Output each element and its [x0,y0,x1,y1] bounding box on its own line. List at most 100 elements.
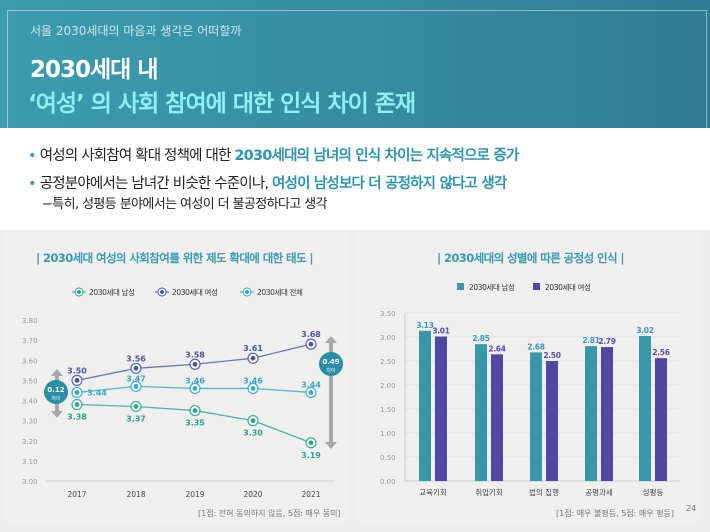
y-tick-label: 3.70 [22,337,38,345]
bar [639,336,651,481]
bar-label: 3.13 [416,321,433,330]
bar-chart-title: | 2030세대의 성별에 따른 공정성 인식 | [437,251,625,265]
line-chart-title: | 2030세대 여성의 사회참여를 위한 제도 확대에 대한 태도 | [36,251,314,265]
bar-label: 2.79 [598,337,615,346]
arrow-head [51,369,63,376]
arrow-head [325,442,337,449]
data-point [133,365,139,371]
x-tick-label: 취업기회 [475,488,503,497]
data-label: 3.46 [185,376,205,385]
y-tick-label: 2.00 [380,382,396,390]
x-tick-label: 2017 [67,490,86,499]
legend-marker-dot [245,290,249,294]
data-point [308,390,314,395]
data-label: 3.46 [243,376,263,385]
page-title: 2030세대 내 [30,57,159,83]
y-tick-label: 3.80 [22,317,38,325]
bar-label: 2.68 [527,342,544,351]
legend-label: 2030세대 남성 [89,288,134,297]
line-chart-panel [6,232,350,524]
arrow-head [325,336,337,343]
bar [491,354,503,481]
bullet-1: • 여성의 사회참여 확대 정책에 대한 2030세대의 남녀의 인식 차이는 지… [28,148,519,164]
gap-label: 차이 [326,367,335,374]
data-point [74,390,80,395]
bar-chart-note: [1점: 매우 불평등, 5점: 매우 평등] [556,509,675,518]
data-point [308,440,314,446]
data-label: 3.68 [301,330,321,339]
y-tick-label: 3.00 [380,334,396,342]
legend-label: 2030세대 전체 [257,287,303,297]
data-point [192,386,198,391]
bullet-highlight: 여성이 남성보다 더 공정하지 않다고 생각 [272,176,507,192]
legend-label: 2030세대 남성 [469,283,514,292]
y-tick-label: 0.50 [380,454,396,462]
bullet-text: 여성의 사회참여 확대 정책에 대한 [39,148,235,164]
y-tick-label: 3.30 [22,418,38,426]
data-label: 3.38 [67,413,87,422]
data-label: 3.37 [126,415,146,424]
y-tick-label: 3.00 [22,478,38,486]
bullet-highlight: 2030세대의 남녀의 인식 차이는 지속적으로 증가 [234,148,519,164]
header-frame [7,10,707,128]
bar-label: 3.02 [636,326,653,335]
bar [655,358,667,481]
arrow-head [51,411,63,418]
y-tick-label: 3.60 [22,357,38,365]
legend-marker-dot [77,290,81,294]
data-label: 3.56 [126,354,146,363]
bar-label: 2.56 [652,348,669,357]
x-tick-label: 2019 [185,490,204,499]
data-point [250,386,256,391]
line-chart-note: [1점: 전혀 동의하지 않음, 5점: 매우 동의] [198,509,341,518]
gap-badge [319,352,343,376]
bar [475,344,487,481]
bar-label: 2.50 [543,351,560,360]
header-kicker: 서울 2030세대의 마음과 생각은 어떠할까 [30,24,242,38]
y-tick-label: 3.20 [22,438,38,446]
page-number: 24 [686,504,697,513]
bar [601,347,613,481]
data-label: 3.19 [301,451,321,460]
gap-label: 차이 [51,395,60,402]
y-tick-label: 2.50 [380,358,396,366]
gap-value: 0.12 [47,386,64,394]
y-tick-label: 3.50 [380,310,396,318]
data-point [74,377,80,383]
bar-chart: 0.00 0.50 1.00 1.50 2.00 2.50 3.00 3.50 2030세대 남… [380,282,680,497]
data-label: 3.44 [87,388,107,397]
bar-label: 2.81 [582,336,599,345]
x-tick-label: 2020 [243,490,262,499]
data-point [250,418,256,424]
legend-swatch [533,283,540,290]
bullet-2: • 공정분야에서는 남녀간 비슷한 수준이나, 여성이 남성보다 더 공정하지 않… [28,176,507,192]
data-point [308,341,314,347]
y-tick-label: 3.40 [22,398,38,406]
bar [585,346,597,481]
legend-marker-dot [160,290,164,294]
x-tick-label: 공평과세 [585,487,613,497]
x-tick-label: 2021 [301,490,320,499]
x-tick-label: 교육기회 [419,488,447,497]
page-subtitle: ‘여성’ 의 사회 참여에 대한 인식 차이 존재 [28,91,416,117]
data-label: 3.44 [301,380,321,389]
legend-label: 2030세대 여성 [172,287,217,297]
data-label: 3.61 [243,344,263,353]
data-point [192,408,198,413]
data-label: 3.47 [126,374,146,383]
data-label: 3.58 [185,350,205,359]
x-tick-label: 성평등 [643,487,664,497]
data-label: 3.30 [243,429,263,438]
x-tick-label: 2018 [126,490,145,499]
line-chart: 3.00 3.10 3.20 3.30 3.40 3.50 3.60 3.70 3.80 2017… [22,287,343,499]
bar-label: 2.85 [472,334,489,343]
data-point [133,404,139,409]
data-point [133,384,139,389]
bar-label: 2.64 [488,344,505,353]
legend-swatch [457,283,464,290]
data-label: 3.35 [185,419,205,428]
gap-badge [44,380,68,404]
bar [530,352,542,481]
gap-value: 0.49 [322,358,339,366]
y-tick-label: 3.50 [22,377,38,385]
